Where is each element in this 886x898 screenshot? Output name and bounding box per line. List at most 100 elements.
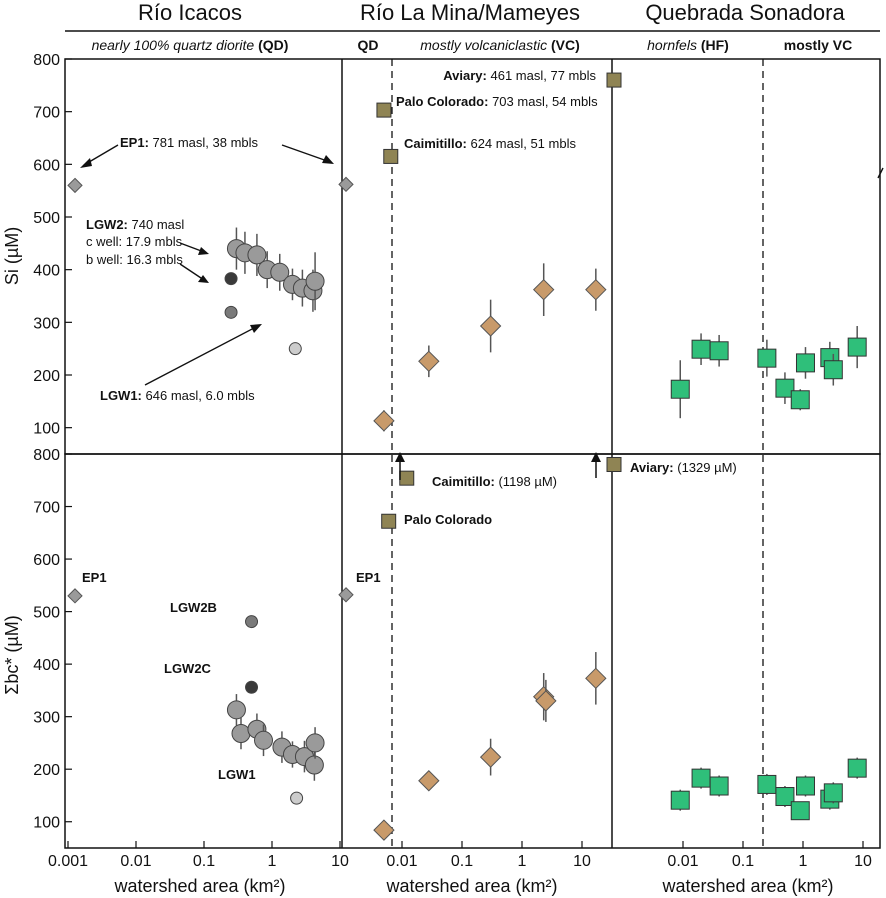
lgw2c-point bbox=[224, 272, 238, 286]
r-o-la-mina-mameyes-streams-point bbox=[585, 667, 607, 690]
lgw1-point bbox=[290, 791, 304, 805]
r-o-la-mina-mameyes-streams-point bbox=[532, 278, 555, 301]
springs-mina-point bbox=[383, 148, 399, 164]
aviary-annotation: Aviary: 461 masl, 77 mbls bbox=[443, 68, 596, 83]
offscale-arrow-aviary-head bbox=[591, 452, 601, 462]
r-o-icacos-streams-point bbox=[226, 700, 246, 720]
subtitle-mina-bold: (VC) bbox=[551, 37, 580, 53]
y-tick-label: 800 bbox=[33, 52, 60, 69]
quebrada-sonadora-streams-point bbox=[670, 790, 690, 810]
springs-mina-point bbox=[376, 102, 392, 118]
aviary-annotation-label: Aviary: bbox=[443, 68, 487, 83]
y-tick-label: 500 bbox=[33, 210, 60, 227]
lgw1-bc-label: LGW1 bbox=[218, 767, 256, 782]
lgw1-point bbox=[288, 342, 302, 356]
y-tick-label: 200 bbox=[33, 762, 60, 779]
lgw1-annotation-detail: 646 masl, 6.0 mbls bbox=[146, 388, 256, 403]
lgw2-annotation-label: LGW2: bbox=[86, 217, 128, 232]
x-tick-label: 1 bbox=[799, 853, 808, 870]
r-o-la-mina-mameyes-streams-point bbox=[418, 770, 440, 792]
ep1-arrow-left-head bbox=[80, 158, 92, 168]
subtitle-sonadora: hornfels (HF) bbox=[647, 37, 729, 53]
springs-mina-point bbox=[399, 470, 415, 486]
y-tick-label: 800 bbox=[33, 447, 60, 464]
quebrada-sonadora-streams-point bbox=[823, 783, 843, 803]
ep1-arrow-right bbox=[281, 144, 331, 163]
aviary-bc-annotation-detail: (1329 µM) bbox=[677, 460, 737, 475]
lgw2c-bc-label: LGW2C bbox=[164, 661, 212, 676]
quebrada-sonadora-streams-point bbox=[795, 776, 815, 796]
r-o-la-mina-mameyes-streams-point bbox=[418, 350, 440, 373]
y-tick-label: 400 bbox=[33, 263, 60, 280]
r-o-la-mina-mameyes-streams-point bbox=[373, 410, 395, 432]
lgw2-annotation: LGW2: 740 masl bbox=[86, 217, 184, 232]
palo-colorado-bc-label: Palo Colorado bbox=[404, 512, 492, 527]
r-o-icacos-streams-point bbox=[305, 733, 325, 753]
quebrada-sonadora-streams-point bbox=[757, 774, 777, 794]
aviary-annotation-detail: 461 masl, 77 mbls bbox=[491, 68, 597, 83]
subtitle-sonadora-bold: (HF) bbox=[701, 37, 729, 53]
x-tick-label: 10 bbox=[331, 853, 349, 870]
data-marks bbox=[67, 72, 867, 841]
axis-ticks: 800 800 700 700 600 600 500 500 400 400 300 300 200 2… bbox=[33, 52, 872, 870]
x-tick-label: 0.01 bbox=[386, 853, 417, 870]
aviary-point bbox=[606, 457, 622, 473]
y-axis-label-bottom: Σbc* (µM) bbox=[2, 615, 22, 695]
quebrada-sonadora-streams-point bbox=[709, 776, 729, 796]
caimitillo-bc-annotation-detail: (1198 µM) bbox=[498, 474, 557, 489]
subtitle-mina-italic: mostly volcaniclastic bbox=[420, 37, 547, 53]
x-tick-label: 0.1 bbox=[193, 853, 215, 870]
subtitle-icacos-italic: nearly 100% quartz diorite bbox=[92, 37, 255, 53]
lgw2b-arrow-head bbox=[198, 275, 209, 283]
quebrada-sonadora-streams-point bbox=[775, 787, 795, 807]
section-title-mina: Río La Mina/Mameyes bbox=[360, 0, 580, 25]
quebrada-sonadora-streams-point bbox=[847, 758, 867, 778]
palo-colorado-annotation-label: Palo Colorado: bbox=[396, 94, 488, 109]
lgw2b-point bbox=[245, 615, 259, 629]
ep1-arrow-right-head bbox=[322, 155, 334, 164]
r-o-la-mina-mameyes-streams-point bbox=[373, 819, 395, 841]
quebrada-sonadora-streams-point bbox=[775, 378, 795, 398]
subtitle-sonadora-vc: mostly VC bbox=[784, 37, 852, 53]
r-o-la-mina-mameyes-streams-point bbox=[585, 278, 607, 301]
lgw2b-bc-label: LGW2B bbox=[170, 600, 217, 615]
lgw1-annotation-label: LGW1: bbox=[100, 388, 142, 403]
quebrada-sonadora-streams-point bbox=[847, 337, 867, 357]
quebrada-sonadora-streams-point bbox=[691, 339, 711, 359]
x-tick-label: 0.01 bbox=[667, 853, 698, 870]
lgw2c-arrow-head bbox=[198, 247, 209, 255]
r-o-icacos-streams-point bbox=[304, 755, 324, 775]
lgw1-arrow-head bbox=[250, 324, 262, 333]
quebrada-sonadora-streams-point bbox=[709, 341, 729, 361]
frame-bottom bbox=[64, 453, 881, 849]
r-o-la-mina-mameyes-streams-point bbox=[535, 690, 557, 712]
lgw2b-point bbox=[224, 305, 238, 319]
r-o-icacos-streams-point bbox=[305, 271, 325, 291]
x-tick-label: 0.001 bbox=[48, 853, 88, 870]
quebrada-sonadora-streams-point bbox=[795, 353, 815, 373]
subtitle-icacos: nearly 100% quartz diorite (QD) bbox=[92, 37, 289, 53]
springs-mina-point bbox=[381, 513, 397, 529]
offscale-arrow-caimitillo-head bbox=[395, 452, 405, 462]
x-tick-label: 10 bbox=[573, 853, 591, 870]
caimitillo-annotation: Caimitillo: 624 masl, 51 mbls bbox=[404, 136, 576, 151]
palo-colorado-annotation-detail: 703 masl, 54 mbls bbox=[492, 94, 598, 109]
ep1-annotation: EP1: 781 masl, 38 mbls bbox=[120, 135, 259, 150]
y-tick-label: 700 bbox=[33, 500, 60, 517]
ep1-icacos-point bbox=[67, 177, 83, 194]
caimitillo-annotation-detail: 624 masl, 51 mbls bbox=[470, 136, 576, 151]
quebrada-sonadora-streams-point bbox=[670, 379, 690, 399]
x-axis-label-sonadora: watershed area (km²) bbox=[661, 876, 833, 896]
lgw2-annotation-detail: 740 masl bbox=[132, 217, 185, 232]
subtitle-icacos-bold: (QD) bbox=[258, 37, 288, 53]
y-tick-label: 500 bbox=[33, 605, 60, 622]
x-axis-label-icacos: watershed area (km²) bbox=[113, 876, 285, 896]
annotations-top: EP1: 781 masl, 38 mbls LGW2: 740 masl c … bbox=[80, 68, 884, 403]
x-tick-label: 0.1 bbox=[451, 853, 473, 870]
ep1-annotation-detail: 781 masl, 38 mbls bbox=[153, 135, 259, 150]
y-tick-label: 100 bbox=[33, 421, 60, 438]
aviary-bc-annotation: Aviary: (1329 µM) bbox=[630, 460, 737, 475]
subtitle-sonadora-italic: hornfels bbox=[647, 37, 697, 53]
panel-frames bbox=[64, 58, 881, 849]
caimitillo-annotation-label: Caimitillo: bbox=[404, 136, 467, 151]
